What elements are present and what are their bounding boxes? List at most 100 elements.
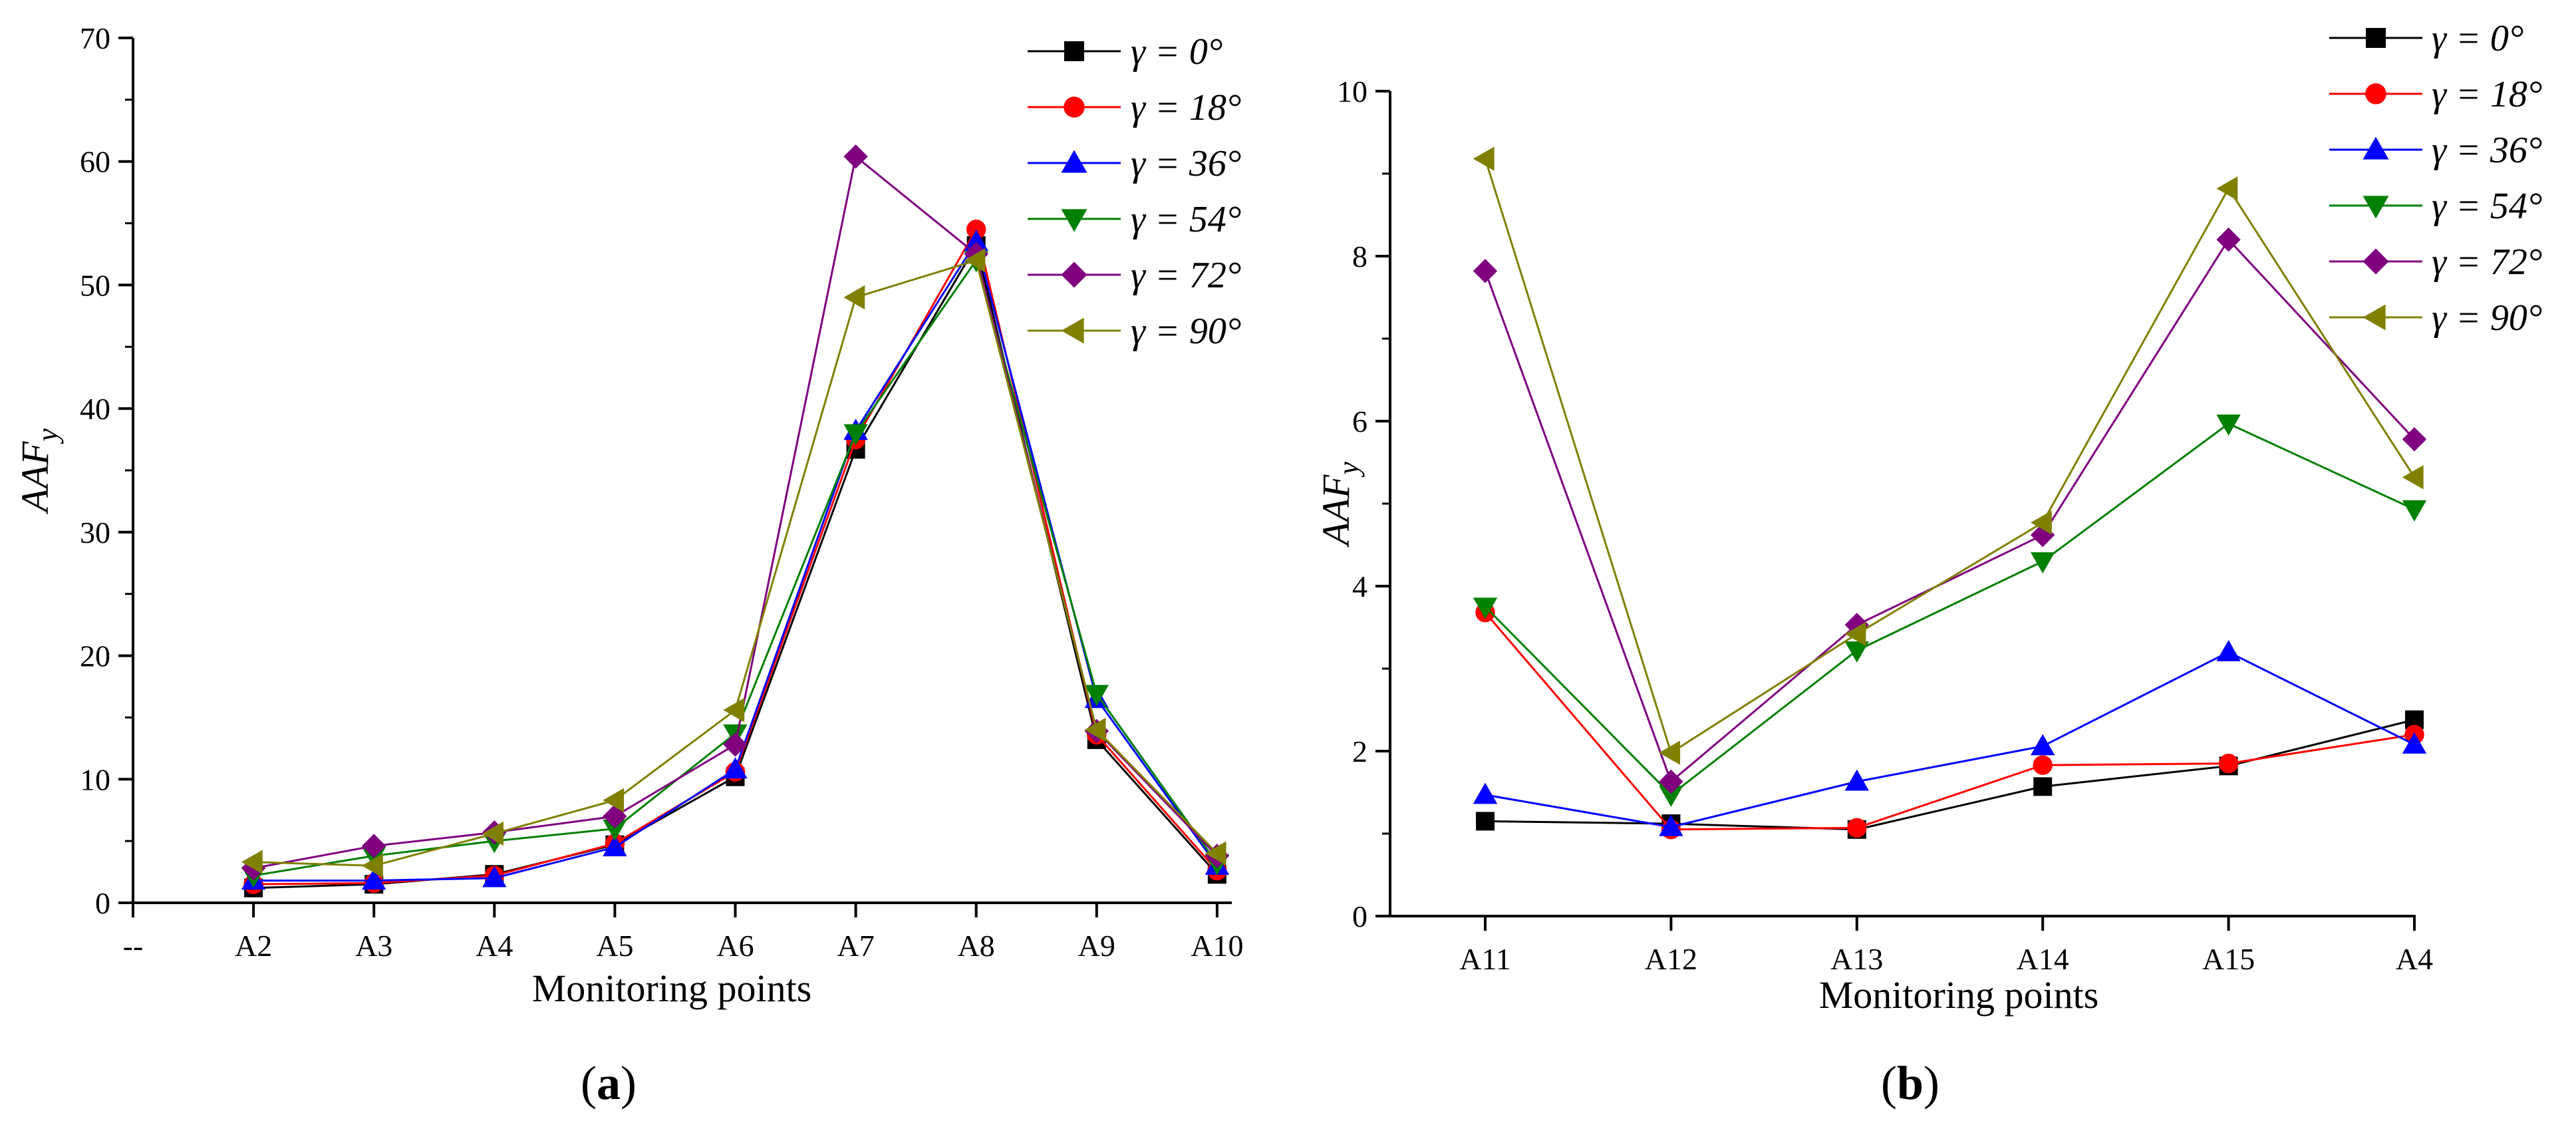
data-point bbox=[362, 854, 383, 878]
data-point bbox=[843, 285, 865, 310]
data-point bbox=[1084, 685, 1109, 707]
x-tick-label: A12 bbox=[1645, 942, 1697, 976]
legend-label: γ = 0° bbox=[1131, 31, 1222, 73]
y-tick-label: 2 bbox=[1352, 734, 1367, 768]
series-line bbox=[1484, 422, 2415, 796]
y-tick-label: 0 bbox=[95, 886, 110, 920]
series-layer bbox=[241, 144, 1230, 897]
legend-marker bbox=[2366, 28, 2386, 48]
data-point bbox=[1473, 146, 1495, 171]
legend-marker bbox=[1064, 96, 1085, 118]
x-tick-label: A4 bbox=[2396, 942, 2433, 976]
legend-label: γ = 90° bbox=[1131, 311, 1241, 352]
data-point bbox=[1084, 717, 1106, 742]
legend-label: γ = 72° bbox=[1131, 255, 1241, 296]
legend-label: γ = 90° bbox=[2432, 297, 2542, 339]
data-point bbox=[964, 230, 988, 251]
data-point bbox=[843, 424, 868, 446]
series-line bbox=[1485, 651, 2415, 828]
data-point bbox=[2402, 465, 2424, 490]
data-point bbox=[1473, 782, 1498, 804]
x-tick-label: -- bbox=[123, 929, 144, 963]
data-point bbox=[2402, 732, 2427, 754]
data-point bbox=[966, 220, 986, 240]
legend-label: γ = 54° bbox=[2432, 186, 2542, 227]
x-axis-title: Monitoring points bbox=[1819, 973, 2099, 1017]
data-point bbox=[241, 850, 263, 874]
y-axis-title: AAFy bbox=[13, 428, 64, 515]
y-tick-label: 8 bbox=[1352, 240, 1367, 273]
x-ticks: -- A2 A3 A4 A5 A6 A7 A8 A9 A10 bbox=[123, 903, 1244, 963]
series-line bbox=[253, 243, 1218, 889]
data-point bbox=[2031, 510, 2052, 535]
data-point bbox=[2033, 755, 2053, 775]
x-tick-label: A15 bbox=[2202, 942, 2255, 976]
y-tick-label: 70 bbox=[80, 21, 110, 55]
data-point bbox=[723, 698, 745, 723]
y-tick-label: 60 bbox=[80, 145, 110, 179]
x-tick-label: A4 bbox=[476, 929, 513, 963]
data-point bbox=[1844, 641, 1869, 663]
x-tick-label: A13 bbox=[1830, 942, 1883, 976]
x-tick-label: A14 bbox=[2017, 942, 2069, 976]
data-point bbox=[2216, 228, 2241, 252]
data-point bbox=[482, 821, 503, 846]
y-tick-label: 0 bbox=[1352, 899, 1367, 933]
data-point bbox=[2031, 552, 2055, 573]
legend-marker bbox=[2362, 248, 2389, 275]
legend-marker bbox=[1061, 209, 1087, 232]
x-axis-title: Monitoring points bbox=[532, 967, 812, 1010]
y-tick-label: 4 bbox=[1352, 569, 1367, 603]
data-point bbox=[2216, 640, 2241, 661]
legend-label: γ = 72° bbox=[2432, 241, 2542, 283]
y-tick-label: 6 bbox=[1352, 404, 1367, 438]
panel-label-b: (b) bbox=[1881, 1056, 1939, 1110]
y-tick-label: 10 bbox=[80, 762, 110, 796]
x-ticks: A11 A12 A13 A14 A15 A4 bbox=[1459, 916, 2433, 976]
series-line bbox=[1484, 611, 2415, 831]
data-point bbox=[362, 868, 386, 890]
data-point bbox=[1659, 740, 1681, 765]
x-tick-label: A2 bbox=[235, 929, 272, 963]
x-tick-label: A3 bbox=[355, 929, 392, 963]
x-tick-label: A11 bbox=[1459, 942, 1511, 976]
legend-label: γ = 36° bbox=[1131, 143, 1241, 184]
legend-marker bbox=[2362, 304, 2386, 331]
series-line bbox=[1484, 158, 2416, 754]
data-point bbox=[723, 732, 748, 757]
legend-marker bbox=[1061, 261, 1087, 288]
data-point bbox=[1205, 841, 1226, 866]
data-point bbox=[2216, 176, 2238, 201]
data-point bbox=[603, 819, 627, 841]
legend-marker bbox=[1061, 317, 1084, 344]
series-line bbox=[1484, 238, 2416, 784]
data-point bbox=[2031, 734, 2055, 756]
data-point bbox=[2402, 427, 2427, 452]
x-tick-label: A6 bbox=[716, 929, 754, 963]
legend: γ = 0° γ = 18° γ = 36° γ = 54° γ = 72° γ = 90… bbox=[1028, 31, 1241, 352]
legend-label: γ = 18° bbox=[2432, 74, 2542, 115]
data-point bbox=[723, 757, 748, 779]
data-point bbox=[843, 144, 868, 169]
data-point bbox=[2216, 414, 2241, 436]
data-point bbox=[964, 248, 986, 273]
y-tick-label: 40 bbox=[80, 392, 110, 426]
x-tick-label: A9 bbox=[1078, 929, 1115, 963]
data-point bbox=[1659, 786, 1683, 807]
data-point bbox=[1473, 597, 1498, 619]
data-point bbox=[482, 866, 507, 887]
data-point bbox=[603, 788, 625, 813]
x-tick-label: A7 bbox=[837, 929, 874, 963]
legend-label: γ = 36° bbox=[2432, 130, 2542, 171]
data-point bbox=[2402, 500, 2427, 522]
legend-label: γ = 0° bbox=[2432, 18, 2523, 59]
x-tick-label: A8 bbox=[958, 929, 995, 963]
y-tick-label: 30 bbox=[80, 516, 110, 550]
data-point bbox=[1473, 259, 1498, 283]
legend-label: γ = 54° bbox=[1131, 199, 1241, 240]
data-point bbox=[1659, 814, 1683, 836]
y-tick-label: 50 bbox=[80, 268, 110, 302]
y-axis-title: AAFy bbox=[1314, 462, 1365, 548]
